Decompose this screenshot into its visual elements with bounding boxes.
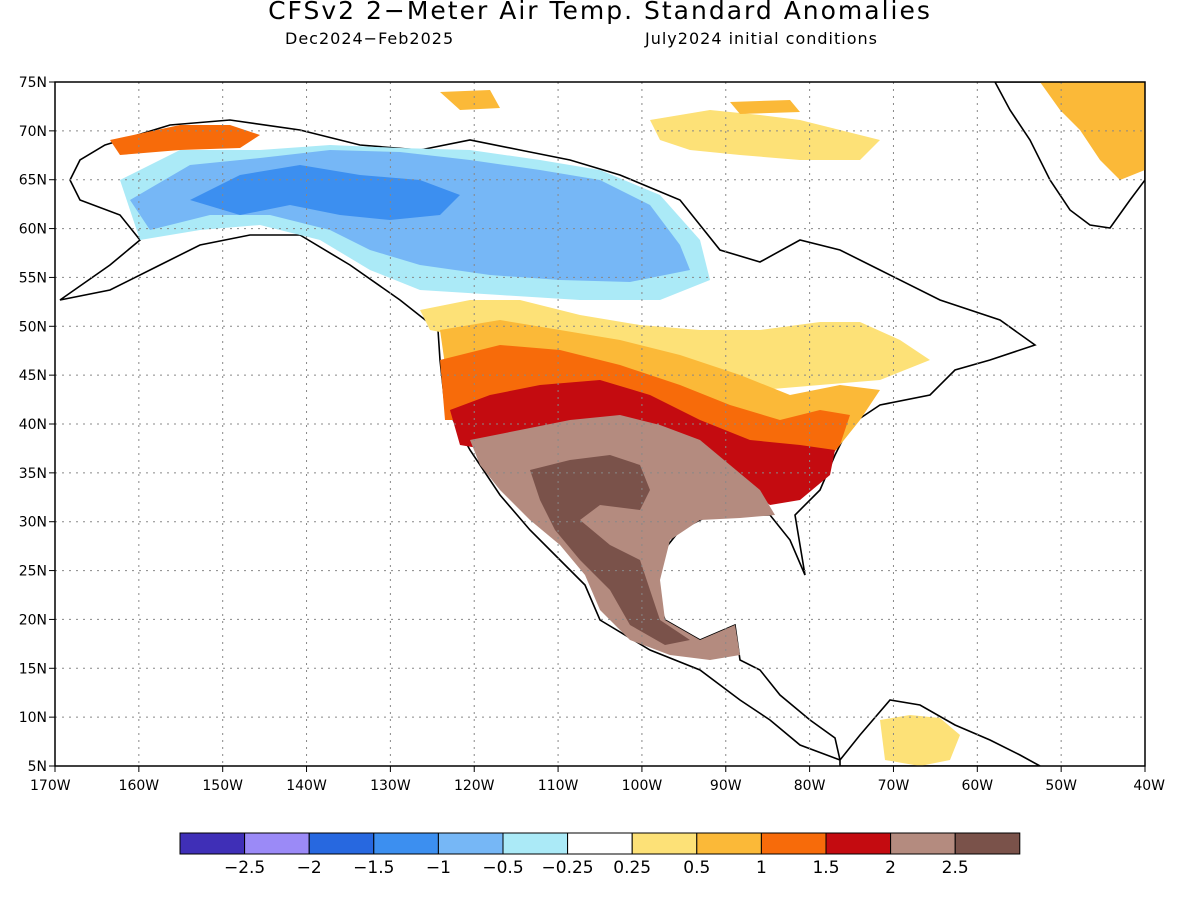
lat-label: 50N: [19, 319, 47, 335]
lat-label: 30N: [19, 515, 47, 531]
lon-label: 40W: [1133, 778, 1165, 794]
lon-label: 120W: [454, 778, 495, 794]
anomaly-pos025-northern-tier: [420, 300, 930, 390]
legend-label: −2: [297, 858, 322, 878]
anomaly-neg15-alaska: [190, 165, 460, 220]
anomaly-pos05-caribbean: [880, 715, 960, 766]
legend-label: 0.5: [683, 858, 710, 878]
lon-label: 110W: [538, 778, 579, 794]
longitude-labels: 170W 160W 150W 140W 130W 120W 110W 100W 90W 80W 70…: [30, 766, 1165, 794]
lon-label: 90W: [710, 778, 742, 794]
lat-label: 40N: [19, 417, 47, 433]
legend-swatch: [308, 832, 375, 855]
lon-label: 70W: [878, 778, 910, 794]
legend-label: 1.5: [812, 858, 839, 878]
legend-label: 0.25: [613, 858, 651, 878]
legend-swatch: [502, 832, 569, 855]
legend-swatch: [825, 832, 892, 855]
lat-label: 45N: [19, 368, 47, 384]
lon-label: 150W: [202, 778, 243, 794]
lat-label: 5N: [28, 759, 47, 775]
legend-label: 2.5: [942, 858, 969, 878]
anomaly-pos25-mexico: [530, 455, 690, 645]
lon-label: 50W: [1045, 778, 1077, 794]
lat-label: 20N: [19, 612, 47, 628]
latitude-labels: 75N 70N 65N 60N 55N 50N 45N 40N 35N 30N 25N 20N 15N 1…: [19, 75, 55, 775]
lat-label: 25N: [19, 564, 47, 580]
legend-swatch: [631, 832, 698, 855]
legend-swatch: [179, 832, 246, 855]
lat-label: 15N: [19, 661, 47, 677]
legend-label: −2.5: [224, 858, 265, 878]
lon-label: 160W: [119, 778, 160, 794]
lon-label: 170W: [30, 778, 71, 794]
anomaly-pos1-arctic-islands: [440, 90, 800, 114]
legend-label: 1: [756, 858, 767, 878]
lon-label: 130W: [370, 778, 411, 794]
legend-swatch: [373, 832, 439, 855]
lat-label: 35N: [19, 466, 47, 482]
lat-label: 65N: [19, 173, 47, 189]
legend-swatch: [696, 832, 762, 855]
legend-swatch: [760, 832, 827, 855]
lon-label: 60W: [961, 778, 993, 794]
map-fields: [59, 82, 1145, 766]
legend-label: −1.5: [353, 858, 394, 878]
lon-label: 140W: [286, 778, 327, 794]
legend-label: −0.5: [482, 858, 523, 878]
initial-conditions: July2024 initial conditions: [645, 29, 878, 48]
legend-label: −1: [426, 858, 451, 878]
legend-label: −0.25: [542, 858, 594, 878]
anomaly-pos05-arctic-islands: [650, 110, 880, 160]
lat-label: 55N: [19, 270, 47, 286]
legend-swatch: [567, 832, 633, 855]
legend-swatch: [890, 832, 956, 855]
lon-label: 80W: [794, 778, 826, 794]
lat-label: 10N: [19, 710, 47, 726]
legend-label: 2: [885, 858, 896, 878]
legend-swatch: [954, 832, 1021, 855]
map-title: CFSv2 2−Meter Air Temp. Standard Anomali…: [268, 0, 932, 25]
map-gridlines: [55, 82, 1145, 766]
lon-label: 100W: [622, 778, 663, 794]
legend-swatch: [244, 832, 310, 855]
forecast-period: Dec2024−Feb2025: [285, 29, 455, 48]
lat-label: 60N: [19, 222, 47, 238]
legend-swatch: [437, 832, 504, 855]
lat-label: 75N: [19, 75, 47, 91]
color-legend: −2.5 −2 −1.5 −1 −0.5 −0.25 0.25 0.5 1 1.5 2 2.5: [179, 832, 1021, 878]
lat-label: 70N: [19, 124, 47, 140]
